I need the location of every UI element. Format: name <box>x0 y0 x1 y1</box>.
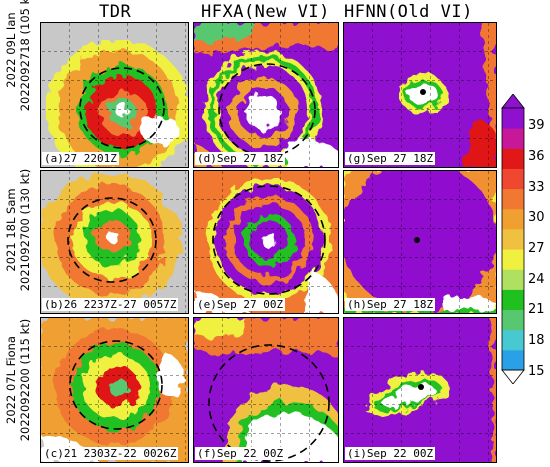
colorbar-segment <box>502 249 524 270</box>
panel-g-hfnn-ian <box>343 22 497 168</box>
colorbar-tick-30: 30 <box>528 210 545 225</box>
panel-h-hfnn-sam <box>343 170 497 314</box>
colorbar-segment <box>502 108 524 129</box>
row-label-sam-time: 2021092700 (130 kt) <box>18 168 32 292</box>
row-label-sam: 2021 18L Sam 2021092700 (130 kt) <box>4 155 32 305</box>
row-label-fiona-storm: 2022 07L Fiona <box>4 336 18 424</box>
panel-b-tdr-sam <box>40 170 189 314</box>
panel-label-a: (a)27 2201Z <box>42 152 119 165</box>
colorbar-segment <box>502 168 524 190</box>
row-label-fiona-time: 2022092200 (115 kt) <box>18 318 32 442</box>
row-label-sam-storm: 2021 18L Sam <box>4 188 18 272</box>
panel-label-g: (g)Sep 27 18Z <box>345 152 436 165</box>
colorbar-tick-39: 39 <box>528 118 545 133</box>
colorbar-tick-15: 15 <box>528 364 545 379</box>
colorbar-segment <box>502 208 524 230</box>
row-label-fiona: 2022 07L Fiona 2022092200 (115 kt) <box>4 305 32 455</box>
panel-c-tdr-fiona <box>40 317 189 463</box>
colorbar-segment <box>502 188 524 210</box>
colorbar-segment <box>502 329 524 351</box>
panel-label-h: (h)Sep 27 18Z <box>345 298 436 311</box>
panel-a-tdr-ian <box>40 22 189 168</box>
colorbar-frame <box>501 107 525 371</box>
colorbar-tick-36: 36 <box>528 149 545 164</box>
panel-label-c: (c)21 2303Z-22 0026Z <box>42 447 179 460</box>
column-title-tdr: TDR <box>99 2 132 22</box>
colorbar-segment <box>502 289 524 311</box>
colorbar-bottom-arrow <box>501 369 525 384</box>
panel-label-b: (b)26 2237Z-27 0057Z <box>42 298 179 311</box>
row-label-ian-storm: 2022 09L Ian <box>4 12 18 88</box>
panel-i-hfnn-fiona <box>343 317 497 463</box>
panel-label-e: (e)Sep 27 00Z <box>195 298 286 311</box>
row-label-ian-time: 2022092718 (105 kt) <box>18 0 32 112</box>
column-title-hfnn: HFNN(Old VI) <box>344 2 473 22</box>
colorbar-segment <box>502 309 524 331</box>
panel-d-hfxa-ian <box>193 22 339 168</box>
colorbar-tick-18: 18 <box>528 333 545 348</box>
colorbar-segment <box>502 148 524 169</box>
panel-label-i: (i)Sep 22 00Z <box>345 447 436 460</box>
colorbar-segment <box>502 269 524 290</box>
column-title-hfxa: HFXA(New VI) <box>201 2 330 22</box>
colorbar-segment <box>502 349 524 371</box>
panel-e-hfxa-sam <box>193 170 339 314</box>
colorbar-segment <box>502 228 524 250</box>
colorbar-tick-21: 21 <box>528 302 545 317</box>
panel-f-hfxa-fiona <box>193 317 339 463</box>
colorbar <box>501 94 525 384</box>
colorbar-top-arrow <box>501 94 525 109</box>
colorbar-tick-33: 33 <box>528 180 545 195</box>
colorbar-tick-24: 24 <box>528 272 545 287</box>
row-label-ian: 2022 09L Ian 2022092718 (105 kt) <box>4 0 32 115</box>
panel-label-f: (f)Sep 22 00Z <box>195 447 286 460</box>
panel-label-d: (d)Sep 27 18Z <box>195 152 286 165</box>
colorbar-segment <box>502 128 524 149</box>
colorbar-tick-27: 27 <box>528 241 545 256</box>
